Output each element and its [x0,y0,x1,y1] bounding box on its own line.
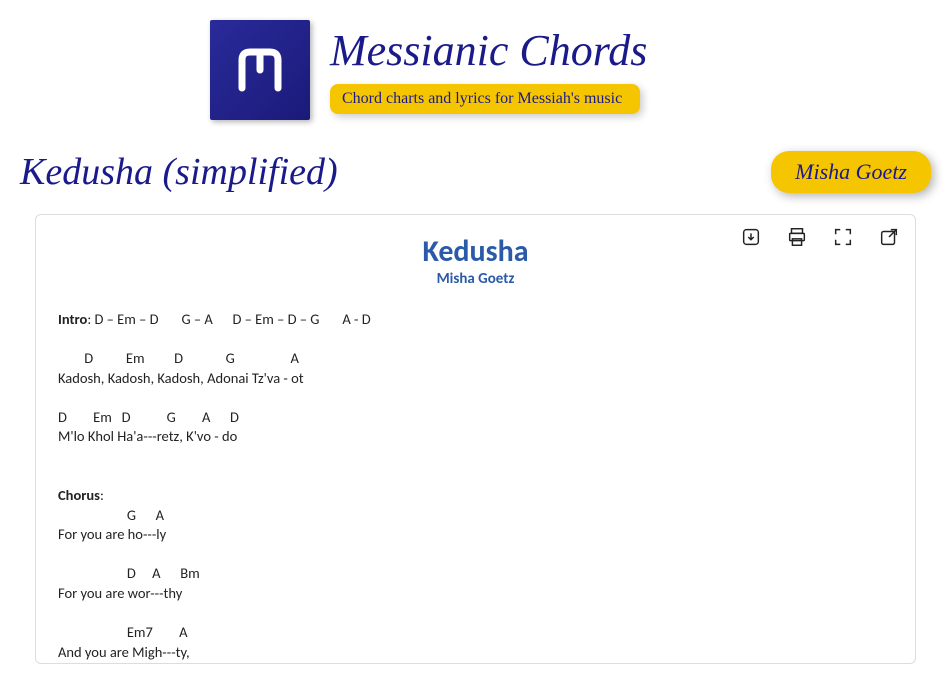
chorus3-lyrics: And you are Migh---ty, [58,643,190,661]
verse1-lyrics: Kadosh, Kadosh, Kadosh, Adonai Tz'va - o… [58,369,304,387]
print-icon [786,226,808,248]
page-title: Kedusha (simplified) [20,150,338,194]
print-button[interactable] [785,225,809,249]
download-button[interactable] [739,225,763,249]
open-external-button[interactable] [877,225,901,249]
artist-name: Misha Goetz [795,159,907,184]
chorus1-chords: G A [58,506,164,524]
site-tagline: Chord charts and lyrics for Messiah's mu… [342,90,622,107]
site-title[interactable]: Messianic Chords [330,25,647,76]
download-icon [740,226,762,248]
chorus-colon: : [100,486,104,504]
chorus3-chords: Em7 A [58,623,187,641]
chorus1-lyrics: For you are ho---ly [58,525,166,543]
chart-artist: Misha Goetz [36,270,915,288]
verse2-chords: D Em D G A D [58,408,239,426]
fullscreen-button[interactable] [831,225,855,249]
site-logo[interactable] [210,20,310,120]
fullscreen-icon [832,226,854,248]
intro-chords: : D – Em – D G – A D – Em – D – G A - D [87,310,370,328]
chorus-label: Chorus [58,486,100,504]
site-header: Messianic Chords Chord charts and lyrics… [0,0,951,120]
verse1-chords: D Em D G A [58,349,299,367]
chord-chart-panel: Kedusha Misha Goetz Intro: D – Em – D G … [35,214,916,664]
verse2-lyrics: M'lo Khol Ha'a---retz, K'vo - do [58,427,237,445]
artist-badge[interactable]: Misha Goetz [771,151,931,193]
open-external-icon [878,226,900,248]
intro-label: Intro [58,310,87,328]
chart-toolbar [739,225,901,249]
chorus2-chords: D A Bm [58,564,200,582]
title-row: Kedusha (simplified) Misha Goetz [0,120,951,214]
header-text: Messianic Chords Chord charts and lyrics… [330,20,647,114]
tagline-highlight: Chord charts and lyrics for Messiah's mu… [330,84,640,114]
mem-letter-icon [230,40,290,100]
chorus2-lyrics: For you are wor---thy [58,584,182,602]
chord-chart-body: Intro: D – Em – D G – A D – Em – D – G A… [36,300,915,664]
